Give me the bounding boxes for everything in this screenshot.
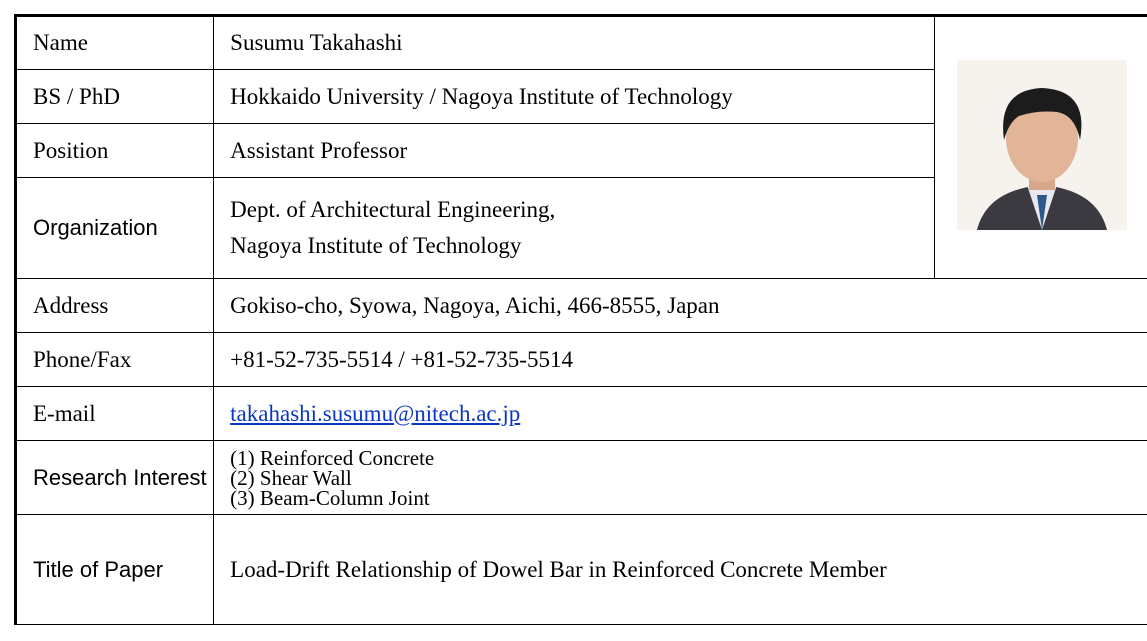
value: Assistant Professor [213,123,935,178]
row: Phone/Fax +81-52-735-5514 / +81-52-735-5… [14,332,1147,387]
value-line: Dept. of Architectural Engineering, [230,197,556,222]
value: Load-Drift Relationship of Dowel Bar in … [213,514,1147,625]
value: takahashi.susumu@nitech.ac.jp [213,386,1147,441]
row: Title of Paper Load-Drift Relationship o… [14,514,1147,625]
email-link[interactable]: takahashi.susumu@nitech.ac.jp [230,400,521,426]
value: Gokiso-cho, Syowa, Nagoya, Aichi, 466-85… [213,278,1147,333]
label: Position [14,123,215,178]
value: (1) Reinforced Concrete (2) Shear Wall (… [213,440,1147,515]
value: Hokkaido University / Nagoya Institute o… [213,69,935,124]
label: Address [14,278,215,333]
value-line: (1) Reinforced Concrete [230,445,435,470]
value-line: (3) Beam-Column Joint [230,485,430,510]
row: Organization Dept. of Architectural Engi… [14,177,1147,279]
label: BS / PhD [14,69,215,124]
label: Research Interest [14,440,215,515]
label: Title of Paper [14,514,215,625]
row: Research Interest (1) Reinforced Concret… [14,440,1147,515]
label: Phone/Fax [14,332,215,387]
label: E-mail [14,386,215,441]
photo [956,59,1127,230]
value: Dept. of Architectural Engineering, Nago… [213,177,935,279]
label: Name [14,15,215,70]
profile-table: Name Susumu Takahashi BS / PhD Hokkaido … [14,14,1147,625]
row: Address Gokiso-cho, Syowa, Nagoya, Aichi… [14,278,1147,333]
value: Susumu Takahashi [213,15,935,70]
value-line: Nagoya Institute of Technology [230,233,522,258]
value: +81-52-735-5514 / +81-52-735-5514 [213,332,1147,387]
value-line: (2) Shear Wall [230,465,352,490]
row: E-mail takahashi.susumu@nitech.ac.jp [14,386,1147,441]
label: Organization [14,177,215,279]
row: BS / PhD Hokkaido University / Nagoya In… [14,69,1147,124]
photo-cell [933,15,1147,279]
row: Name Susumu Takahashi [14,15,1147,279]
